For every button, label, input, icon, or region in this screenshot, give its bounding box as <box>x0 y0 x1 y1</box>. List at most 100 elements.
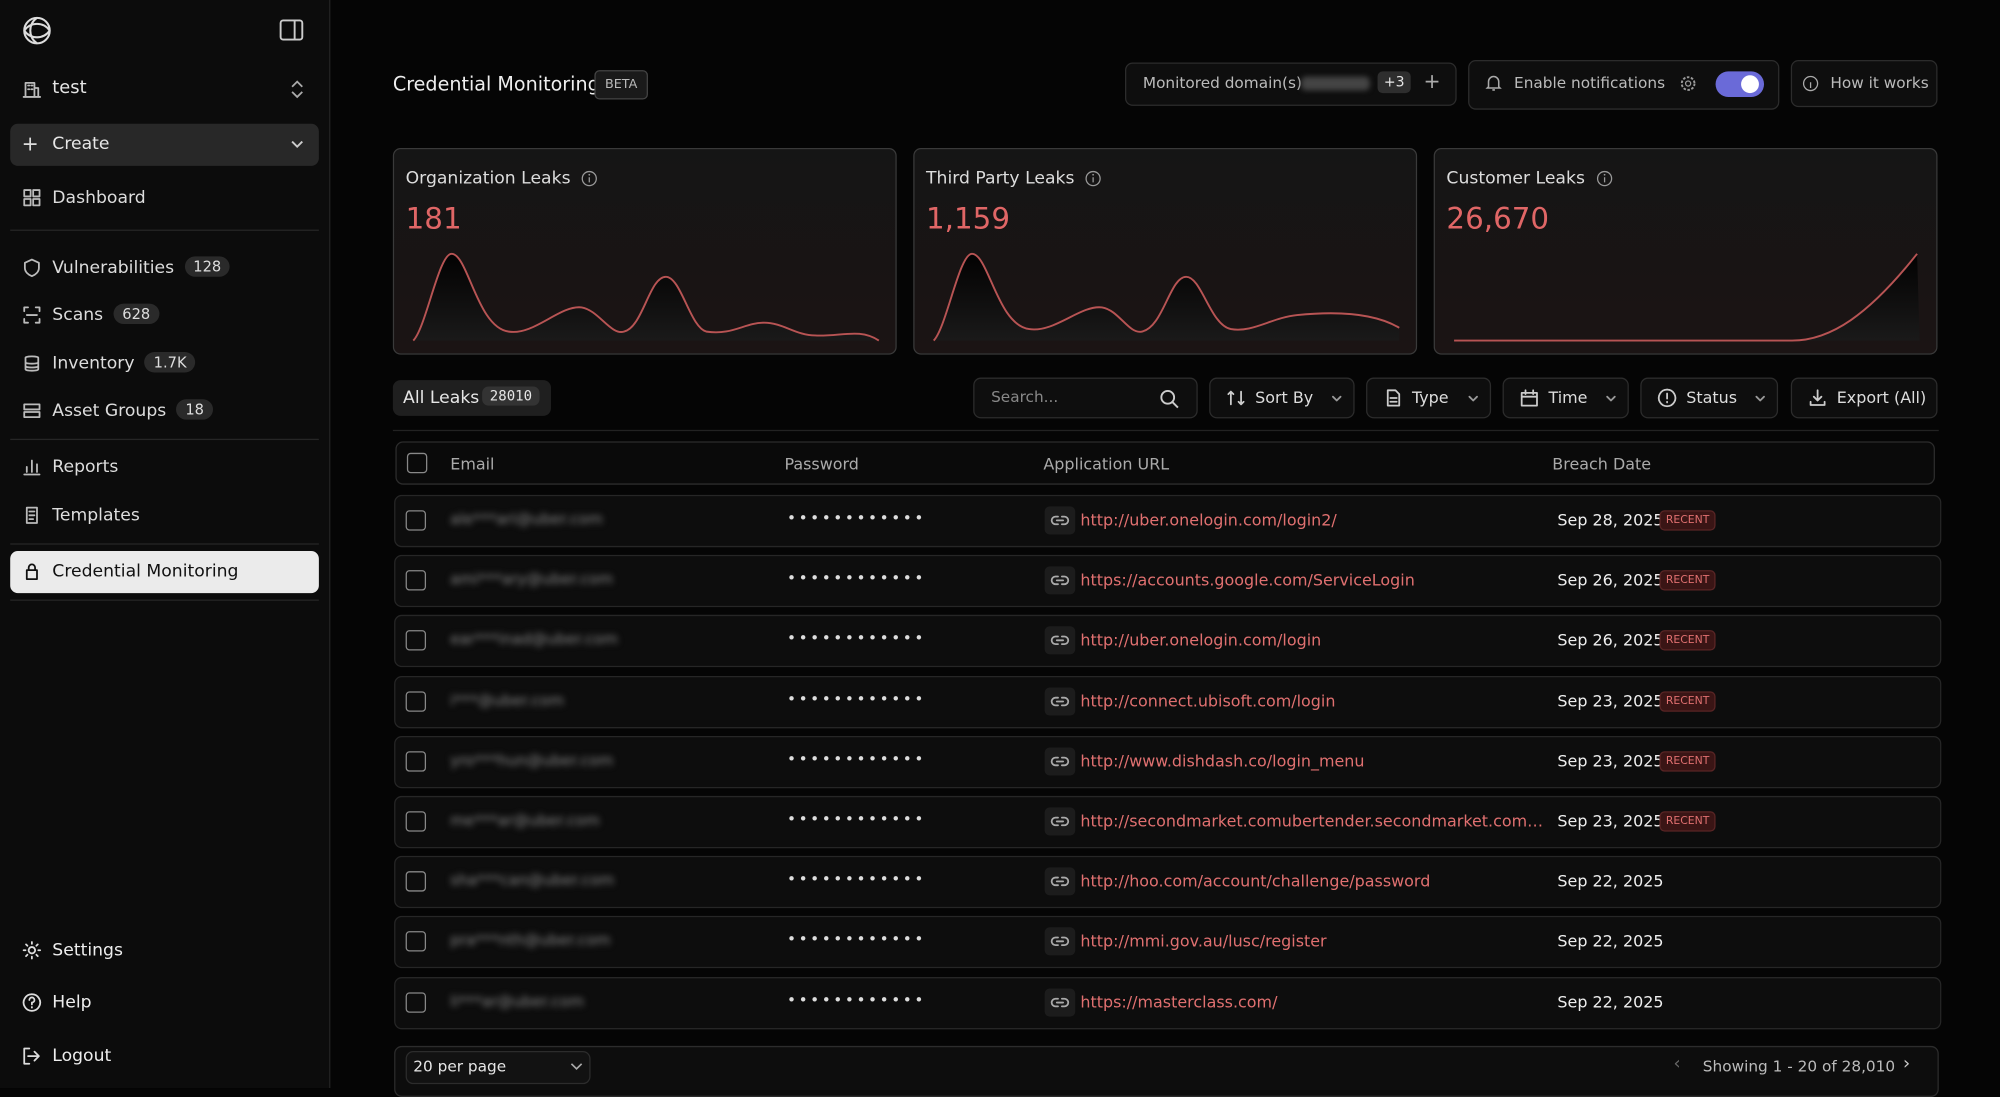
search-box[interactable] <box>973 377 1198 419</box>
workspace-name[interactable]: test <box>52 77 87 99</box>
nav-item[interactable]: Scans <box>52 304 104 326</box>
row-checkbox[interactable] <box>405 630 427 652</box>
panel-toggle[interactable] <box>279 18 305 44</box>
how-it-works[interactable] <box>1790 59 1938 108</box>
nav-icon <box>22 561 42 587</box>
nav-item[interactable]: Asset Groups <box>52 400 167 421</box>
plus-icon: + <box>21 131 39 156</box>
link-icon <box>1050 570 1070 596</box>
nav-badge: 18 <box>176 399 213 420</box>
per-page-select[interactable] <box>405 1051 591 1085</box>
settings-icon[interactable] <box>1679 74 1698 93</box>
row-checkbox[interactable] <box>405 570 427 591</box>
table-header <box>395 441 1935 485</box>
row-checkbox[interactable] <box>405 690 427 712</box>
notifications-label: Enable notifications <box>1514 73 1666 92</box>
recent-badge: RECENT <box>1659 510 1716 531</box>
stat-card: Third Party Leaks 1,159 <box>913 147 1418 355</box>
filter-label: Time <box>1548 387 1588 407</box>
how-it-works-label: How it works <box>1830 73 1929 92</box>
create-button[interactable] <box>10 123 319 166</box>
email: yro***hun@uber.com <box>450 751 614 769</box>
password: •••••••••••• <box>786 930 926 949</box>
table-row[interactable] <box>394 856 1942 909</box>
table-row[interactable] <box>394 976 1942 1029</box>
card-value: 181 <box>405 202 462 236</box>
divider <box>10 229 319 231</box>
tab-label: All Leaks <box>403 387 480 409</box>
link-icon <box>1050 992 1070 1018</box>
nav-item[interactable]: Credential Monitoring <box>52 561 239 582</box>
toggle-knob <box>1741 75 1759 94</box>
column-header: Email <box>450 454 495 474</box>
application-url[interactable]: http://mmi.gov.au/lusc/register <box>1080 931 1327 951</box>
filter-icon <box>1657 388 1677 414</box>
application-url[interactable]: http://uber.onelogin.com/login <box>1080 630 1322 650</box>
application-url[interactable]: http://www.dishdash.co/login_menu <box>1080 751 1365 771</box>
divider <box>392 429 1939 432</box>
recent-badge: RECENT <box>1659 690 1716 712</box>
nav-item[interactable]: Vulnerabilities <box>52 257 175 279</box>
nav-badge: 628 <box>113 303 160 324</box>
row-checkbox[interactable] <box>405 751 427 772</box>
chevron <box>1327 388 1347 414</box>
application-url[interactable]: https://masterclass.com/ <box>1080 991 1278 1011</box>
email: sha***can@uber.com <box>450 871 615 890</box>
row-checkbox[interactable] <box>405 991 427 1013</box>
filter-button[interactable] <box>1640 377 1779 419</box>
password: •••••••••••• <box>786 569 926 587</box>
add-domain[interactable]: + <box>1423 68 1441 94</box>
breach-date: Sep 22, 2025 <box>1557 871 1664 891</box>
email: ear***inad@uber.com <box>450 630 618 649</box>
link-icon <box>1050 631 1070 657</box>
password: •••••••••••• <box>786 629 926 648</box>
row-checkbox[interactable] <box>405 931 427 953</box>
nav-item[interactable]: Reports <box>52 456 119 478</box>
link-icon <box>1050 932 1070 958</box>
nav-item[interactable]: Help <box>52 992 92 1013</box>
sparkline <box>1435 149 1936 353</box>
application-url[interactable]: http://uber.onelogin.com/login2/ <box>1080 510 1337 530</box>
application-url[interactable]: http://hoo.com/account/challenge/passwor… <box>1080 871 1431 891</box>
table-row[interactable] <box>394 916 1942 969</box>
chevron <box>1750 388 1770 414</box>
application-url[interactable]: http://connect.ubisoft.com/login <box>1080 690 1336 710</box>
recent-badge: RECENT <box>1659 751 1716 772</box>
nav-icon <box>22 305 42 331</box>
breach-date: Sep 26, 2025 <box>1557 570 1664 590</box>
filter-button[interactable] <box>1209 377 1355 419</box>
nav-item[interactable]: Settings <box>52 940 123 961</box>
next-page[interactable]: › <box>1903 1053 1911 1074</box>
stat-card: Customer Leaks 26,670 <box>1433 147 1938 355</box>
domains-label: Monitored domain(s) <box>1142 73 1302 92</box>
bell-icon <box>1485 75 1502 91</box>
row-checkbox[interactable] <box>405 811 427 832</box>
workspace-switch[interactable] <box>290 79 305 99</box>
info-icon <box>1595 170 1613 193</box>
row-checkbox[interactable] <box>405 871 427 892</box>
application-url[interactable]: https://accounts.google.com/ServiceLogin <box>1080 570 1415 590</box>
application-url[interactable]: http://secondmarket.comubertender.second… <box>1080 811 1544 831</box>
nav-icon <box>22 258 42 284</box>
row-checkbox[interactable] <box>405 510 427 531</box>
nav-badge: 1.7K <box>144 352 196 373</box>
column-header: Password <box>784 454 859 474</box>
nav-item[interactable]: Templates <box>52 505 140 526</box>
breach-date: Sep 23, 2025 <box>1557 751 1664 771</box>
stat-card: Organization Leaks 181 <box>392 147 897 355</box>
recent-badge: RECENT <box>1659 811 1716 832</box>
select-all[interactable] <box>406 452 428 474</box>
info-icon <box>581 170 599 193</box>
nav-item[interactable]: Logout <box>52 1045 112 1067</box>
nav-item[interactable]: Inventory <box>52 353 135 374</box>
table-row[interactable] <box>394 555 1942 608</box>
prev-page[interactable]: ‹ <box>1673 1053 1681 1074</box>
filter-label: Status <box>1686 387 1738 407</box>
nav-item[interactable]: Dashboard <box>52 187 146 208</box>
breach-date: Sep 22, 2025 <box>1557 931 1664 951</box>
sparkline <box>915 149 1416 353</box>
card-label: Customer Leaks <box>1446 168 1585 189</box>
filter-label: Export (All) <box>1836 387 1927 407</box>
per-page-label: 20 per page <box>413 1057 507 1076</box>
filter-label: Type <box>1411 387 1449 407</box>
